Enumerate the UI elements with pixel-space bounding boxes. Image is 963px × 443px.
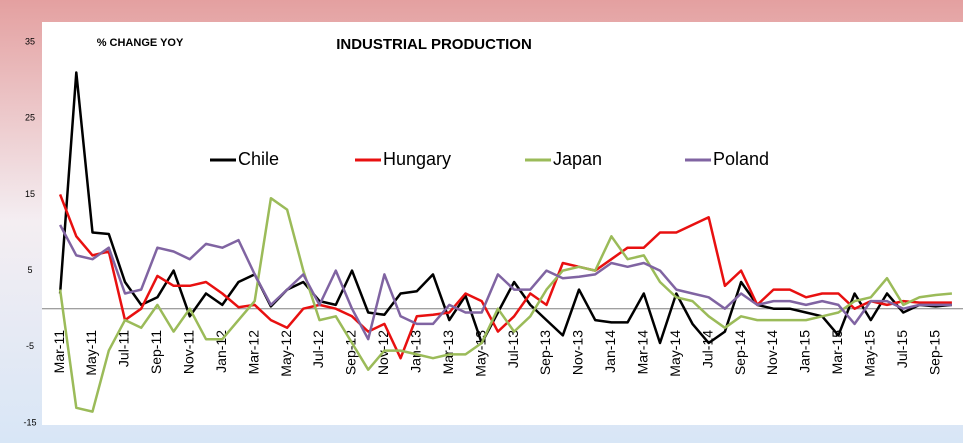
plot-area <box>42 22 963 425</box>
x-tick-label: May-13 <box>472 330 488 377</box>
line-series <box>58 193 952 360</box>
x-tick-label: Sep-11 <box>148 330 164 374</box>
y-tick-label: 15 <box>25 189 35 199</box>
x-tick-label: Jul-15 <box>894 330 910 368</box>
legend-label: Hungary <box>383 149 451 169</box>
x-tick-label: Nov-11 <box>181 330 197 374</box>
x-tick-label: Sep-15 <box>926 330 942 375</box>
x-tick-label: Mar-14 <box>635 330 651 375</box>
x-tick-label: Sep-14 <box>732 330 748 375</box>
x-tick-label: Jul-12 <box>310 330 326 368</box>
x-tick-label: Nov-14 <box>764 330 780 375</box>
x-tick-label: May-11 <box>83 330 99 376</box>
x-tick-label: Jan-14 <box>602 330 618 373</box>
y-tick-label: 35 <box>25 36 35 46</box>
x-tick-label: Mar-12 <box>245 330 261 375</box>
x-tick-label: May-15 <box>862 330 878 377</box>
x-tick-label: Sep-12 <box>343 330 359 375</box>
x-tick-label: Jan-13 <box>408 330 424 373</box>
legend-label: Japan <box>553 149 602 169</box>
x-tick-label: Mar-15 <box>829 330 845 375</box>
y-tick-label: -15 <box>23 417 36 427</box>
x-tick-label: Jul-11 <box>116 330 132 367</box>
x-tick-label: Jan-12 <box>213 330 229 373</box>
y-tick-label: 25 <box>25 113 35 123</box>
x-tick-label: Jul-13 <box>505 330 521 368</box>
x-tick-label: Nov-13 <box>570 330 586 375</box>
x-tick-label: Jan-15 <box>797 330 813 373</box>
line-series <box>58 71 953 345</box>
x-tick-label: Mar-13 <box>440 330 456 375</box>
y-tick-label: 5 <box>27 265 32 275</box>
x-tick-label: Sep-13 <box>537 330 553 375</box>
x-tick-label: May-14 <box>667 330 683 377</box>
x-tick-label: Mar-11 <box>51 330 67 374</box>
chart-title: INDUSTRIAL PRODUCTION <box>336 36 532 53</box>
subtitle: % CHANGE YOY <box>97 37 184 49</box>
legend-label: Poland <box>713 149 769 169</box>
y-tick-label: -5 <box>26 341 34 351</box>
line-series <box>58 224 952 341</box>
x-tick-label: May-12 <box>278 330 294 377</box>
x-tick-label: Jul-14 <box>699 330 715 368</box>
legend-label: Chile <box>238 149 279 169</box>
line-series <box>58 196 953 413</box>
